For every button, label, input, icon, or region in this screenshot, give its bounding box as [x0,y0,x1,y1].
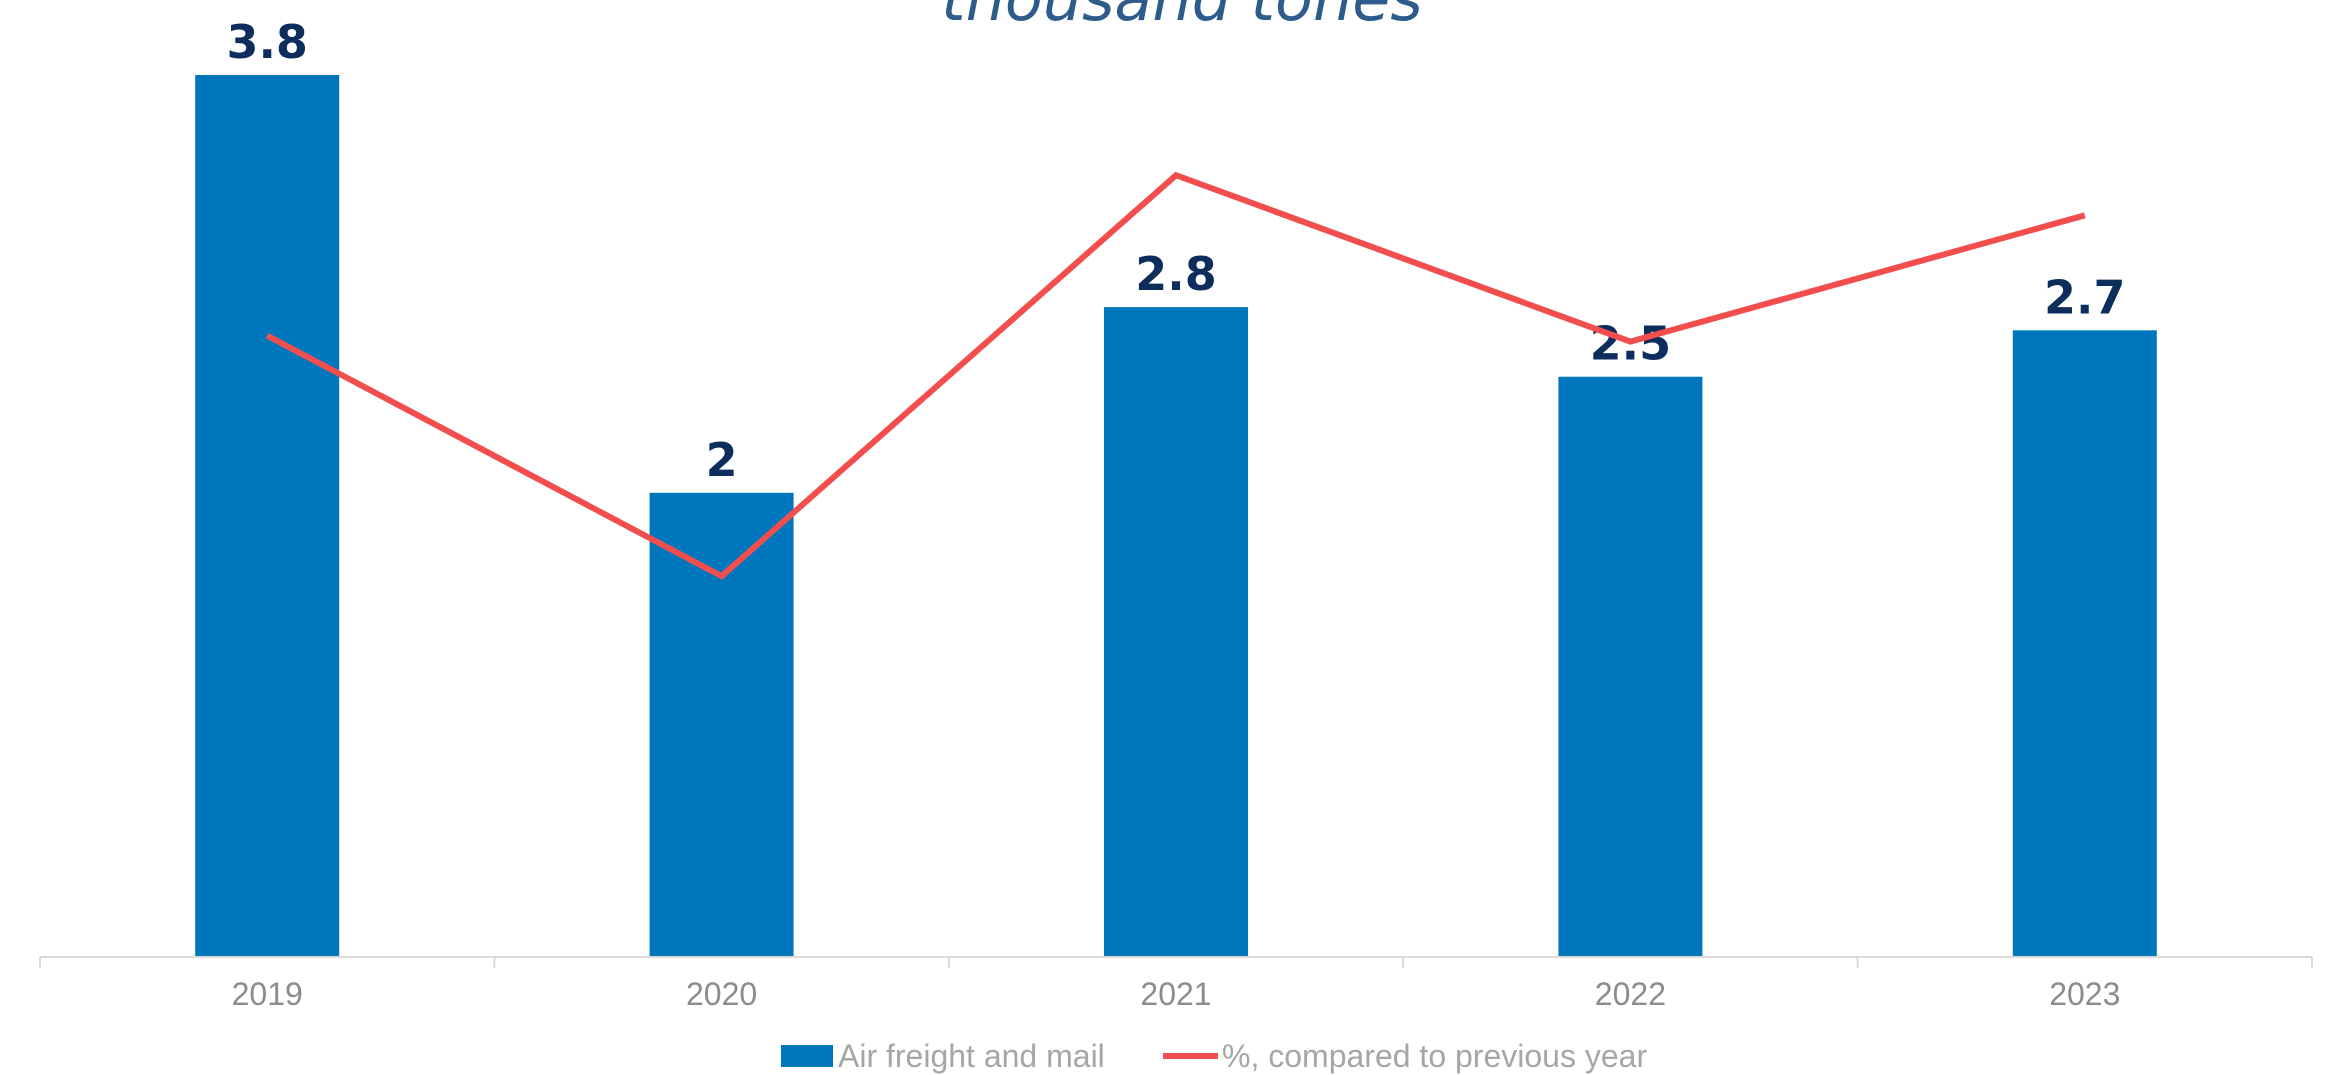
x-tick-label-2020: 2020 [686,976,757,1012]
bar-data-labels: 3.822.82.52.7 [226,15,2125,487]
x-tick-label-2019: 2019 [232,976,303,1012]
legend-swatch-bar [781,1045,833,1067]
bar-2023 [2012,330,2157,957]
bar-2021 [1104,307,1248,958]
chart-title: thousand tones [941,0,1422,35]
legend-label-bar: Air freight and mail [838,1038,1105,1074]
data-label-2020: 2 [706,433,738,487]
x-tick-label-2023: 2023 [2049,976,2120,1012]
bar-2019 [195,75,340,957]
x-axis-tick-labels: 2019 2020 2021 2022 2023 [232,976,2121,1012]
bar-series [195,75,2157,958]
legend: Air freight and mail %, compared to prev… [781,1038,1647,1074]
data-label-2023: 2.7 [2044,270,2126,324]
x-tick-label-2021: 2021 [1140,976,1211,1012]
data-label-2019: 3.8 [226,15,308,69]
bar-2020 [649,492,794,957]
bar-2022 [1558,376,1703,958]
legend-label-line: %, compared to previous year [1222,1038,1647,1074]
data-label-2021: 2.8 [1135,247,1217,301]
x-axis-ticks [39,957,2313,968]
line-series-percent-change [265,171,2086,580]
x-tick-label-2022: 2022 [1595,976,1666,1012]
